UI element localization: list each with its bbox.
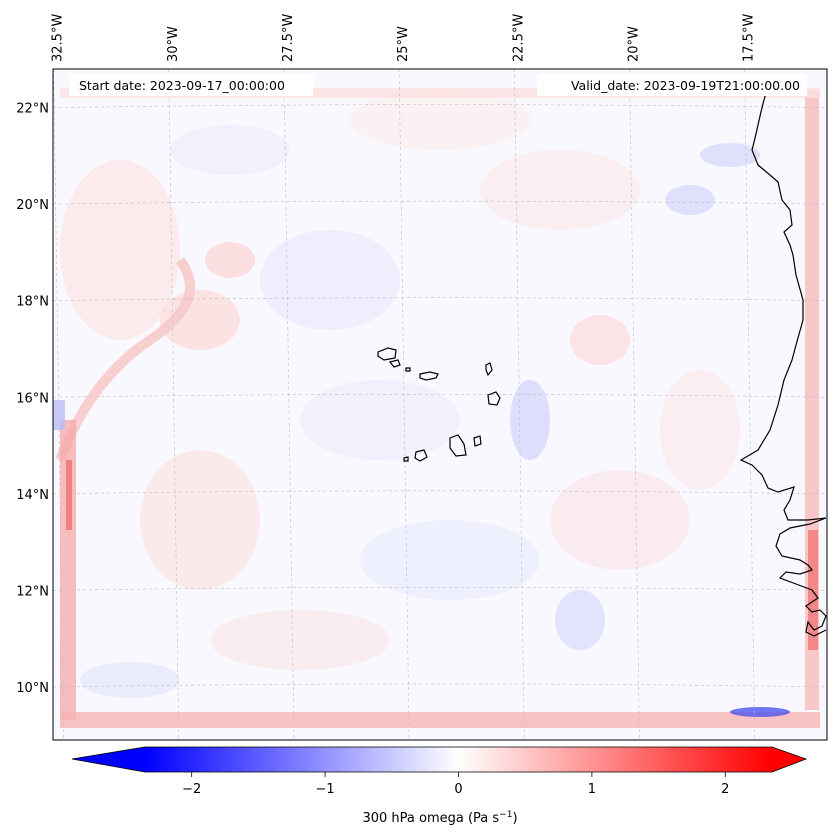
omega-patch [260, 230, 400, 330]
lon-tick-label: 20°W [627, 26, 642, 62]
parallel-line [53, 297, 827, 302]
omega-patch [665, 185, 715, 215]
omega-patch [300, 380, 460, 460]
colorbar-tick-label: 1 [588, 782, 596, 797]
omega-patch [140, 450, 260, 590]
omega-edge-top [60, 88, 820, 98]
meridian-line [53, 69, 64, 740]
island-boa-vista [487, 391, 501, 406]
island-sal [485, 362, 493, 377]
lon-tick-label: 17.5°W [742, 14, 757, 62]
lat-tick-label: 22°N [16, 102, 49, 117]
lon-tick-label: 32.5°W [51, 14, 66, 62]
omega-patch [80, 662, 180, 698]
valid-date-box [537, 74, 807, 96]
lat-tick-label: 12°N [16, 584, 49, 599]
omega-patch [170, 125, 290, 175]
colorbar-ticks: −2 −1 0 1 2 [182, 772, 729, 797]
colorbar-extend-low [72, 747, 145, 772]
island-brava [403, 456, 409, 462]
omega-patch [700, 143, 760, 167]
island-santiago [449, 434, 467, 457]
island-sao-nicolau [419, 371, 439, 381]
parallel-line [53, 683, 827, 688]
omega-field: Start date: 2023-09-17_00:00:00 Valid_da… [53, 69, 827, 740]
island-sao-vicente [388, 359, 401, 368]
africa-coastline [739, 83, 827, 637]
omega-patch [205, 242, 255, 278]
meridian-line [744, 69, 755, 740]
lat-tick-label: 18°N [16, 295, 49, 310]
parallel-line [53, 393, 827, 398]
colorbar-extend-high [772, 747, 806, 772]
map-panel: Start date: 2023-09-17_00:00:00 Valid_da… [52, 68, 828, 741]
island-santo-antao [377, 347, 397, 361]
omega-patch [360, 520, 540, 600]
lon-tick-label: 27.5°W [281, 14, 296, 62]
omega-patch [350, 90, 530, 150]
meridian-line [629, 69, 640, 740]
meridian-line [514, 69, 525, 740]
omega-band [55, 257, 195, 462]
omega-patch [510, 380, 550, 460]
colorbar: −2 −1 0 1 2 300 hPa omega (Pa s−1) [71, 746, 808, 826]
parallel-line [53, 200, 827, 205]
coastlines [377, 83, 827, 637]
omega-patch [60, 160, 180, 340]
colorbar-gradient [145, 747, 772, 772]
lat-tick-label: 16°N [16, 391, 49, 406]
omega-patch [555, 590, 605, 650]
meridian-line [168, 69, 180, 740]
omega-patch [660, 370, 740, 490]
omega-edge-left [66, 460, 72, 530]
longitude-labels: 32.5°W 30°W 27.5°W 25°W 22.5°W 20°W 17.5°W [51, 14, 757, 62]
parallel-line [53, 490, 827, 495]
meridian-line [398, 69, 410, 740]
colorbar-tick-label: 0 [454, 782, 462, 797]
lat-tick-label: 14°N [16, 488, 49, 503]
lat-tick-label: 10°N [16, 681, 49, 696]
omega-patch [550, 470, 690, 570]
lon-tick-label: 25°W [396, 26, 411, 62]
omega-patch [570, 315, 630, 365]
start-date-label: Start date: 2023-09-17_00:00:00 [79, 78, 285, 93]
omega-patch [480, 150, 640, 230]
lat-tick-label: 20°N [16, 198, 49, 213]
omega-edge-left-blue [53, 400, 65, 430]
island-fogo [414, 449, 428, 462]
colorbar-tick-label: −1 [316, 782, 335, 797]
colorbar-tick-label: 2 [721, 782, 729, 797]
lon-tick-label: 30°W [166, 26, 181, 62]
colorbar-tick-label: −2 [182, 782, 201, 797]
colorbar-outline [71, 746, 808, 773]
map-frame [52, 68, 828, 741]
start-date-box [69, 74, 313, 96]
island-santa-luzia [405, 367, 411, 372]
valid-date-label: Valid_date: 2023-09-19T21:00:00.00 [571, 78, 800, 93]
parallel-line [53, 587, 827, 591]
latitude-labels: 22°N 20°N 18°N 16°N 14°N 12°N 10°N [16, 102, 49, 696]
island-maio [473, 435, 482, 447]
omega-patch [210, 610, 390, 670]
omega-edge-bottom [60, 712, 820, 728]
lon-tick-label: 22.5°W [511, 14, 526, 62]
parallel-line [53, 104, 827, 108]
omega-edge-right [808, 530, 818, 650]
colorbar-label: 300 hPa omega (Pa s−1) [362, 810, 517, 826]
omega-edge-bottom-blue [730, 707, 790, 717]
graticule [53, 69, 827, 740]
meridian-line [283, 69, 295, 740]
